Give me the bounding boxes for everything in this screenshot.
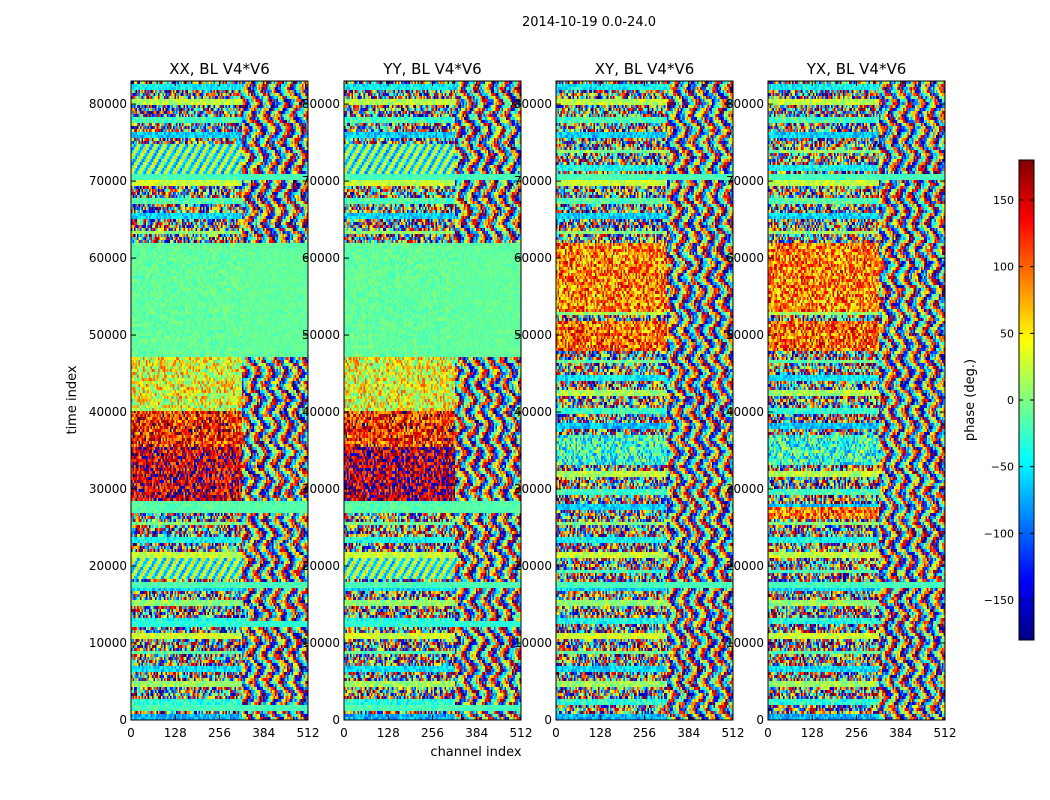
x-axis-label: channel index xyxy=(430,745,521,760)
colorbar-tick-label: 150 xyxy=(993,194,1014,207)
colorbar-tick-label: −150 xyxy=(984,594,1014,607)
y-tick-label-xx: 30000 xyxy=(89,482,127,496)
panel-xx: XX, BL V4*V6 0 128 256 384 512 0 10000 20000 3000… xyxy=(89,60,320,740)
heatmap-yx xyxy=(768,81,945,720)
panel-title-yx: YX, BL V4*V6 xyxy=(806,60,907,78)
y-tick-label-yx: 80000 xyxy=(726,97,764,111)
y-tick-label-xx: 40000 xyxy=(89,405,127,419)
y-tick-label-xx: 70000 xyxy=(89,174,127,188)
y-tick-label-xy: 40000 xyxy=(514,405,552,419)
x-tick-label-yy: 384 xyxy=(465,726,488,740)
y-tick-label-xx: 20000 xyxy=(89,559,127,573)
x-tick-label-yy: 128 xyxy=(377,726,400,740)
y-tick-label-yy: 20000 xyxy=(302,559,340,573)
y-tick-label-yx: 60000 xyxy=(726,251,764,265)
panels: XX, BL V4*V6 0 128 256 384 512 0 10000 20000 3000… xyxy=(89,60,957,740)
x-tick-label-xy: 512 xyxy=(722,726,745,740)
heatmap-xy xyxy=(556,81,733,720)
y-tick-label-yy: 40000 xyxy=(302,405,340,419)
x-tick-label-yy: 0 xyxy=(340,726,348,740)
x-tick-label-xx: 512 xyxy=(297,726,320,740)
y-tick-label-xx: 60000 xyxy=(89,251,127,265)
y-axis-label: time index xyxy=(65,365,80,434)
y-tick-label-yy: 80000 xyxy=(302,97,340,111)
heatmap-xx xyxy=(131,81,308,720)
y-tick-label-xy: 30000 xyxy=(514,482,552,496)
heatmap-yy xyxy=(344,81,521,720)
panel-yy: YY, BL V4*V6 0 128 256 384 512 0 10000 20000 3000… xyxy=(302,60,533,740)
panel-xy: XY, BL V4*V6 0 128 256 384 512 0 10000 20000 3000… xyxy=(514,60,745,740)
colorbar: −150 −100 −50 0 50 100 150 xyxy=(984,159,1035,641)
colorbar-label: phase (deg.) xyxy=(963,359,978,441)
y-tick-label-xx: 80000 xyxy=(89,97,127,111)
y-tick-label-yy: 0 xyxy=(332,713,340,727)
y-tick-label-yy: 50000 xyxy=(302,328,340,342)
y-tick-label-xx: 50000 xyxy=(89,328,127,342)
y-tick-label-xy: 0 xyxy=(544,713,552,727)
y-tick-label-xy: 80000 xyxy=(514,97,552,111)
y-tick-label-xy: 10000 xyxy=(514,636,552,650)
y-tick-label-yy: 70000 xyxy=(302,174,340,188)
colorbar-tick-label: 0 xyxy=(1007,394,1014,407)
y-tick-label-yy: 30000 xyxy=(302,482,340,496)
y-tick-label-yx: 0 xyxy=(756,713,764,727)
x-tick-label-xy: 384 xyxy=(677,726,700,740)
colorbar-tick-label: −100 xyxy=(984,527,1014,540)
y-tick-label-yy: 60000 xyxy=(302,251,340,265)
y-tick-label-xy: 20000 xyxy=(514,559,552,573)
x-tick-label-yx: 0 xyxy=(764,726,772,740)
x-tick-label-xx: 384 xyxy=(252,726,275,740)
x-tick-label-yy: 256 xyxy=(421,726,444,740)
y-tick-label-xy: 70000 xyxy=(514,174,552,188)
panel-title-yy: YY, BL V4*V6 xyxy=(382,60,481,78)
colorbar-tick-label: 100 xyxy=(993,261,1014,274)
y-tick-label-yx: 10000 xyxy=(726,636,764,650)
y-tick-label-yy: 10000 xyxy=(302,636,340,650)
x-tick-label-xx: 256 xyxy=(208,726,231,740)
x-tick-label-yy: 512 xyxy=(510,726,533,740)
y-tick-label-yx: 30000 xyxy=(726,482,764,496)
y-tick-label-xx: 10000 xyxy=(89,636,127,650)
y-tick-label-xx: 0 xyxy=(119,713,127,727)
panel-title-xy: XY, BL V4*V6 xyxy=(595,60,695,78)
colorbar-tick-label: −50 xyxy=(991,461,1014,474)
y-tick-label-yx: 70000 xyxy=(726,174,764,188)
y-tick-label-xy: 50000 xyxy=(514,328,552,342)
y-tick-label-yx: 20000 xyxy=(726,559,764,573)
x-tick-label-yx: 512 xyxy=(934,726,957,740)
x-tick-label-yx: 384 xyxy=(889,726,912,740)
x-tick-label-xy: 128 xyxy=(589,726,612,740)
x-tick-label-yx: 128 xyxy=(801,726,824,740)
y-tick-label-yx: 40000 xyxy=(726,405,764,419)
figure-suptitle: 2014-10-19 0.0-24.0 xyxy=(522,15,656,30)
y-tick-label-xy: 60000 xyxy=(514,251,552,265)
x-tick-label-xy: 0 xyxy=(552,726,560,740)
colorbar-tick-label: 50 xyxy=(1000,327,1014,340)
x-tick-label-xy: 256 xyxy=(633,726,656,740)
panel-yx: YX, BL V4*V6 0 128 256 384 512 0 10000 20000 3000… xyxy=(726,60,957,740)
x-tick-label-yx: 256 xyxy=(845,726,868,740)
x-tick-label-xx: 0 xyxy=(127,726,135,740)
y-tick-label-yx: 50000 xyxy=(726,328,764,342)
panel-title-xx: XX, BL V4*V6 xyxy=(169,60,270,78)
x-tick-label-xx: 128 xyxy=(164,726,187,740)
